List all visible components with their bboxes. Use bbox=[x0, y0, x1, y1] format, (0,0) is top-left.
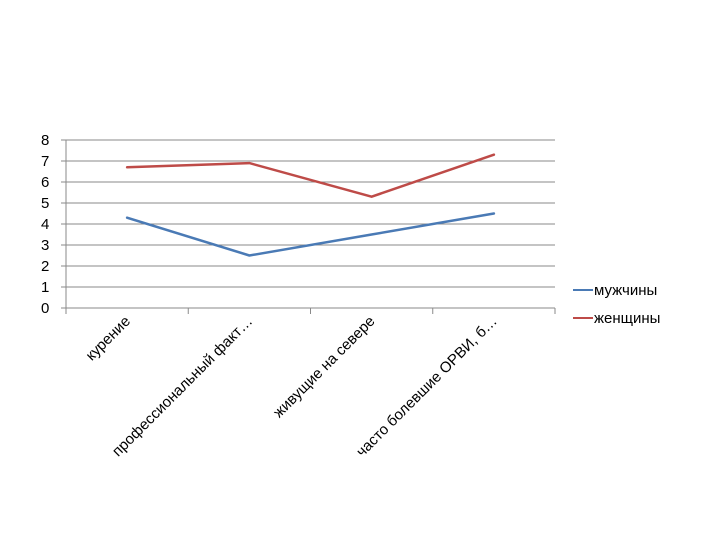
grid-lines bbox=[66, 139, 555, 288]
y-tick-label: 3 bbox=[41, 237, 49, 254]
legend-label: женщины bbox=[594, 310, 660, 327]
series-line bbox=[125, 212, 496, 257]
axes bbox=[61, 139, 556, 314]
legend-label: мужчины bbox=[594, 282, 657, 299]
x-category-label: живущие на севере bbox=[270, 313, 378, 421]
x-category-label: часто болевшие ОРВИ, б… bbox=[353, 313, 501, 461]
y-tick-label: 0 bbox=[41, 300, 49, 317]
series-lines bbox=[125, 153, 496, 257]
y-tick-label: 5 bbox=[41, 195, 49, 212]
series-line bbox=[125, 153, 496, 198]
y-tick-label: 6 bbox=[41, 174, 49, 191]
legend: мужчины женщины bbox=[573, 282, 660, 327]
y-tick-label: 7 bbox=[41, 153, 49, 170]
y-tick-label: 2 bbox=[41, 258, 49, 275]
y-tick-label: 8 bbox=[41, 132, 49, 149]
y-tick-labels: 0 1 2 3 4 5 6 7 8 bbox=[41, 132, 49, 317]
y-tick-label: 4 bbox=[41, 216, 49, 233]
x-category-label: профессиональный факт… bbox=[109, 313, 256, 460]
x-category-label: курение bbox=[83, 313, 134, 364]
y-tick-label: 1 bbox=[41, 279, 49, 296]
